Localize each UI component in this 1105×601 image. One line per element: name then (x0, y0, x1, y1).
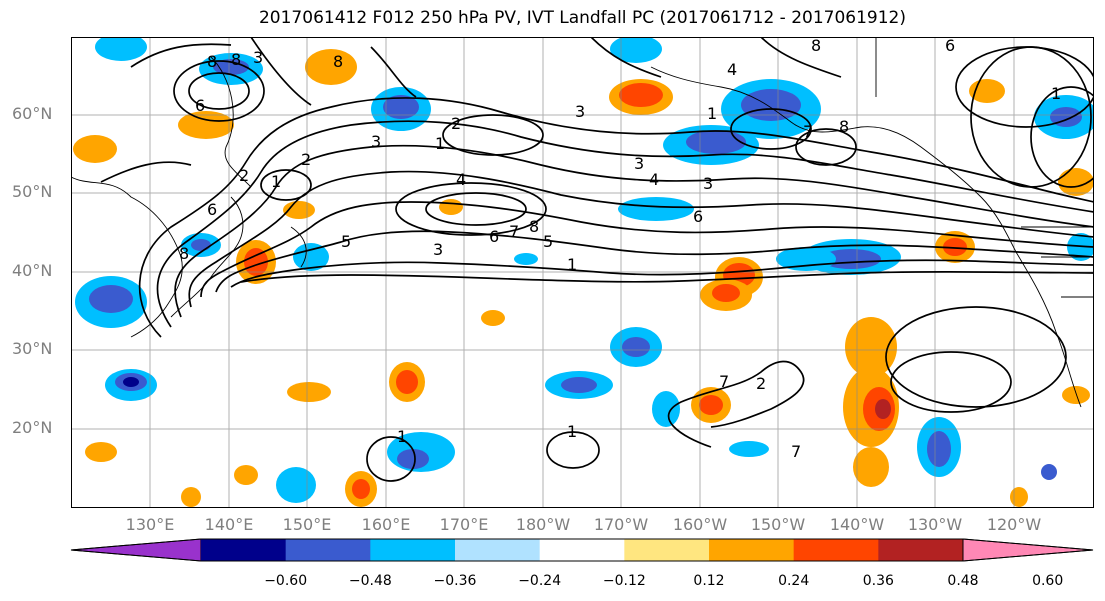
colorbar-border (70, 538, 1094, 562)
contour-label: 2 (756, 374, 766, 393)
contour-label: 1 (435, 134, 445, 153)
contour-label: 6 (945, 37, 955, 55)
lon-label: 160°E (361, 515, 411, 534)
colorbar-segment (624, 539, 710, 561)
contour-label: 3 (634, 154, 644, 173)
lat-label: 60°N (12, 104, 53, 123)
contour-label: 4 (456, 170, 466, 189)
pv-map: 8 8 3 6 1 2 1 3 4 5 6 7 8 3 1 3 4 3 6 7 … (71, 37, 1094, 508)
graticule (71, 37, 1094, 508)
contour-label: 5 (341, 232, 351, 251)
lat-label: 20°N (12, 418, 53, 437)
contour-label: 6 (195, 96, 205, 115)
contour-label: 1 (397, 427, 407, 446)
colorbar-tick-label: 0.60 (1032, 573, 1064, 589)
lon-label: 140°E (204, 515, 254, 534)
contour-label: 1 (567, 422, 577, 441)
colorbar-tick-label: 0.36 (862, 573, 894, 589)
colorbar-tick-label: 0.48 (947, 573, 979, 589)
lon-label: 170°W (593, 515, 649, 534)
lon-label: 150°E (282, 515, 332, 534)
contour-label: 4 (649, 170, 659, 189)
lat-label: 30°N (12, 339, 53, 358)
contour-label: 7 (719, 372, 729, 391)
contour-label: 1 (1051, 84, 1061, 103)
colorbar-segment (370, 539, 456, 561)
colorbar-tick-label: 0.12 (693, 573, 725, 589)
colorbar-segment (285, 539, 371, 561)
contour-label: 7 (791, 442, 801, 461)
contour-label: 8 (231, 50, 241, 69)
contour-label: 2 (451, 114, 461, 133)
lon-label: 140°W (829, 515, 885, 534)
contour-label: 3 (703, 174, 713, 193)
colorbar-tick-label: −0.12 (602, 573, 646, 589)
contour-label: 8 (207, 52, 217, 71)
contour-label: 1 (707, 104, 717, 123)
contour-label: 6 (693, 207, 703, 226)
lon-label: 160°W (672, 515, 728, 534)
colorbar-segment (793, 539, 879, 561)
contour-label: 2 (239, 166, 249, 185)
contour-label: 8 (811, 37, 821, 55)
lon-label: 130°E (125, 515, 175, 534)
contour-label: 3 (253, 48, 263, 67)
colorbar-tick-label: −0.36 (433, 573, 477, 589)
contour-label: 6 (489, 227, 499, 246)
map-title: 2017061412 F012 250 hPa PV, IVT Landfall… (258, 8, 906, 28)
contour-label: 6 (207, 200, 217, 219)
contour-labels: 8 8 3 6 1 2 1 3 4 5 6 7 8 3 1 3 4 3 6 7 … (179, 37, 1061, 461)
contour-label: 3 (371, 132, 381, 151)
colorbar (70, 538, 1094, 562)
colorbar-segment (878, 539, 964, 561)
contour-label: 8 (839, 117, 849, 136)
lat-label: 40°N (12, 261, 53, 280)
lon-label: 170°E (439, 515, 489, 534)
lon-label: 180°W (515, 515, 571, 534)
lat-label: 50°N (12, 182, 53, 201)
contour-label: 7 (803, 122, 813, 141)
colorbar-tick-label: 0.24 (778, 573, 810, 589)
colorbar-extend-high (962, 538, 1094, 562)
lon-label: 120°W (986, 515, 1042, 534)
contour-label: 4 (727, 60, 737, 79)
contour-label: 2 (301, 150, 311, 169)
contour-label: 8 (179, 244, 189, 263)
contour-label: 3 (575, 102, 585, 121)
pv-contours (100, 37, 1094, 482)
lon-label: 150°W (750, 515, 806, 534)
lon-label: 130°W (907, 515, 963, 534)
colorbar-segment (201, 539, 287, 561)
contour-label: 5 (543, 232, 553, 251)
colorbar-segment (539, 539, 625, 561)
contour-label: 8 (333, 52, 343, 71)
contour-label: 1 (567, 255, 577, 274)
colorbar-tick-label: −0.24 (518, 573, 562, 589)
colorbar-segment (709, 539, 795, 561)
contour-label: 7 (509, 222, 519, 241)
colorbar-tick-label: −0.60 (264, 573, 308, 589)
contour-label: 1 (271, 172, 281, 191)
colorbar-extend-low (70, 538, 202, 562)
contour-label: 8 (529, 217, 539, 236)
colorbar-segment (455, 539, 541, 561)
colorbar-tick-label: −0.48 (348, 573, 392, 589)
contour-label: 3 (433, 240, 443, 259)
